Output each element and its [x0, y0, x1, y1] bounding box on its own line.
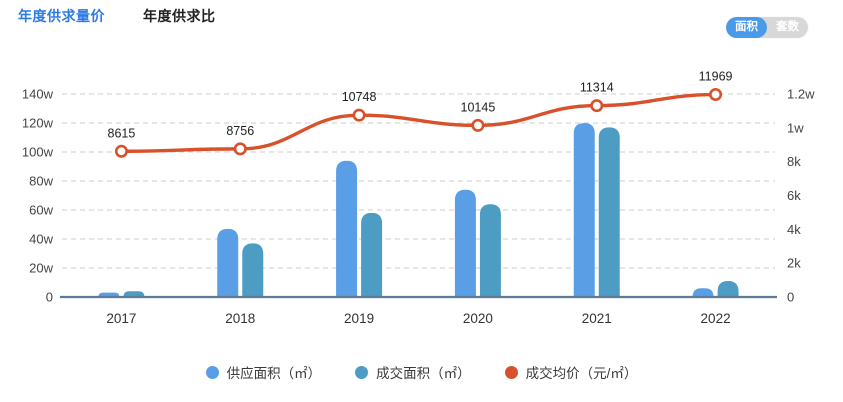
chart-tab-bar: 年度供求量价 年度供求比 [18, 6, 216, 26]
unit-toggle[interactable]: 面积 套数 [726, 17, 808, 38]
bar-series-group [98, 123, 739, 297]
gridlines [62, 93, 775, 269]
right-axis-tick: 0 [787, 290, 794, 305]
x-axis-tick: 2022 [701, 311, 731, 326]
price-line-path [119, 92, 718, 153]
legend-color-swatch-deal-area [355, 365, 369, 379]
price-point-marker[interactable] [114, 144, 128, 158]
combo-chart-svg: 0 20w 40w 60w 80w 100w 120w 140w 0 2k 4k 6k 8k 1w 1.2… [22, 70, 815, 326]
legend-item-supply-area[interactable]: 供应面积（㎡） [205, 362, 322, 382]
price-point-marker[interactable] [471, 118, 485, 132]
price-value-label: 10748 [342, 90, 377, 104]
right-axis-tick: 1.2w [787, 87, 815, 102]
legend-item-deal-area[interactable]: 成交面积（㎡） [355, 362, 471, 382]
right-axis-tick-labels: 0 2k 4k 6k 8k 1w 1.2w [787, 87, 815, 305]
x-axis-tick: 2020 [463, 311, 493, 326]
x-axis-tick: 2019 [344, 311, 374, 326]
legend-item-avg-price[interactable]: 成交均价（元/㎡） [504, 362, 638, 382]
legend-color-swatch-supply-area [205, 365, 219, 379]
price-value-label: 10145 [461, 100, 496, 114]
legend-label-deal-area: 成交面积（㎡） [376, 366, 471, 381]
price-point-marker[interactable] [352, 108, 366, 122]
left-axis-tick: 20w [29, 261, 53, 276]
bar[interactable] [361, 212, 383, 297]
bar[interactable] [123, 291, 145, 297]
right-axis-tick: 6k [787, 188, 801, 203]
legend-label-avg-price: 成交均价（元/㎡） [525, 366, 638, 381]
price-point-marker[interactable] [233, 142, 247, 156]
x-axis-tick: 2018 [225, 311, 255, 326]
right-axis-tick: 2k [787, 256, 801, 271]
chart-plot-area: 0 20w 40w 60w 80w 100w 120w 140w 0 2k 4k 6k 8k 1w 1.2… [0, 52, 843, 342]
bar[interactable] [479, 204, 501, 297]
price-value-label: 8615 [108, 126, 136, 140]
price-point-marker[interactable] [709, 88, 723, 102]
left-axis-tick: 120w [22, 116, 54, 131]
left-axis-tick: 40w [29, 232, 53, 247]
price-line-series [119, 92, 718, 153]
price-value-label: 11969 [699, 70, 733, 84]
legend-label-supply-area: 供应面积（㎡） [226, 366, 322, 381]
left-axis-tick: 100w [22, 145, 54, 160]
bar[interactable] [454, 189, 476, 297]
bar[interactable] [217, 228, 239, 297]
bar[interactable] [336, 160, 358, 297]
right-axis-tick: 8k [787, 154, 801, 169]
x-axis-tick: 2021 [582, 311, 612, 326]
left-axis-tick: 80w [29, 174, 53, 189]
tab-annual-supply-demand-volume-price[interactable]: 年度供求量价 [18, 8, 105, 24]
unit-toggle-option-area[interactable]: 面积 [726, 17, 767, 38]
right-axis-tick: 1w [787, 120, 804, 135]
bar[interactable] [573, 123, 595, 297]
left-axis-tick: 0 [46, 290, 53, 305]
price-line-markers [114, 88, 723, 158]
chart-legend: 供应面积（㎡） 成交面积（㎡） 成交均价（元/㎡） [0, 362, 843, 382]
right-axis-tick: 4k [787, 222, 801, 237]
legend-color-swatch-avg-price [504, 365, 518, 379]
tab-annual-supply-demand-ratio[interactable]: 年度供求比 [143, 8, 216, 24]
bar[interactable] [598, 127, 620, 297]
price-value-label: 11314 [580, 81, 614, 95]
unit-toggle-option-units[interactable]: 套数 [776, 21, 799, 33]
price-point-marker[interactable] [590, 99, 604, 113]
x-axis-tick: 2017 [106, 311, 136, 326]
bar[interactable] [242, 243, 264, 297]
price-value-labels: 8615 8756 10748 10145 11314 11969 [108, 70, 733, 141]
price-value-label: 8756 [226, 124, 254, 138]
bar[interactable] [692, 288, 714, 297]
bar[interactable] [717, 281, 739, 297]
left-axis-tick: 60w [29, 203, 53, 218]
x-axis-tick-labels: 2017 2018 2019 2020 2021 2022 [106, 311, 730, 326]
left-axis-tick: 140w [22, 87, 54, 102]
left-axis-tick-labels: 0 20w 40w 60w 80w 100w 120w 140w [22, 87, 54, 305]
